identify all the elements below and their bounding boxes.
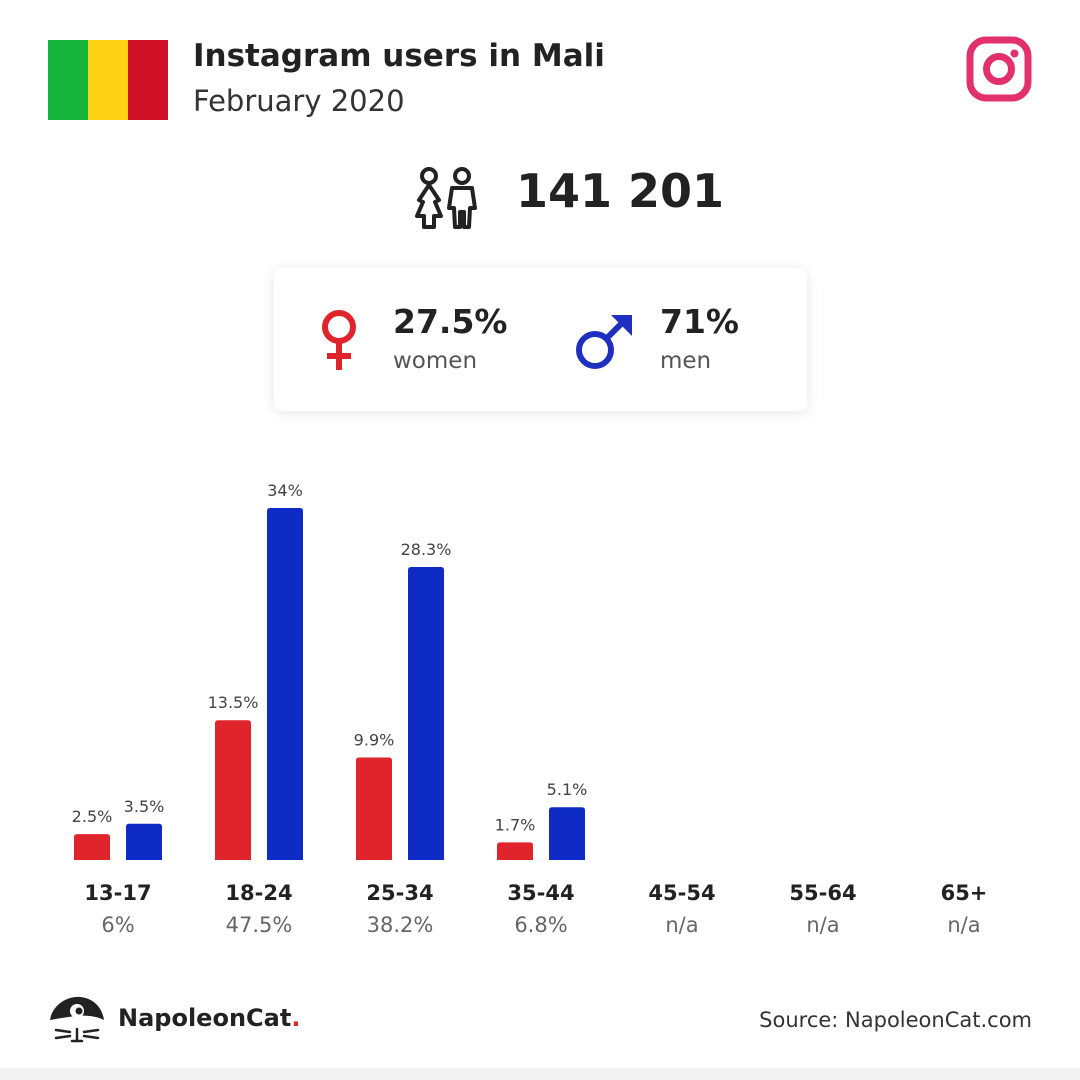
male-symbol-icon: [576, 314, 632, 369]
bar-women-25-34: [356, 757, 392, 860]
category-total-35-44: 6.8%: [514, 913, 567, 937]
data-label-men-13-17: 3.5%: [124, 797, 165, 816]
flag-stripe-green: [48, 40, 88, 120]
instagram-icon: [966, 36, 1032, 102]
category-total-55-64: n/a: [806, 913, 839, 937]
page-title: Instagram users in Mali: [193, 38, 605, 74]
category-total-18-24: 47.5%: [226, 913, 293, 937]
total-users: 141 201: [516, 164, 725, 218]
data-label-men-18-24: 34%: [267, 481, 303, 500]
source-text: Source: NapoleonCat.com: [759, 1008, 1032, 1032]
female-symbol-icon: [322, 310, 356, 370]
bar-men-13-17: [126, 823, 162, 860]
category-label-65+: 65+: [941, 881, 988, 905]
age-gender-bar-chart: 2.5% 3.5% 13-17 6% 13.5% 34% 18-24 47.5% 9.9% 28.…: [72, 481, 988, 937]
category-label-18-24: 18-24: [225, 881, 292, 905]
women-label: women: [393, 348, 478, 374]
data-label-women-35-44: 1.7%: [495, 815, 536, 834]
bar-men-25-34: [408, 567, 444, 860]
bar-women-18-24: [215, 720, 251, 860]
category-label-35-44: 35-44: [507, 881, 574, 905]
men-percentage: 71%: [660, 302, 739, 341]
brand-dot: .: [291, 1004, 301, 1032]
country-flag: [48, 40, 168, 120]
category-label-25-34: 25-34: [366, 881, 433, 905]
data-label-women-25-34: 9.9%: [354, 731, 395, 750]
data-label-men-35-44: 5.1%: [547, 780, 588, 799]
flag-stripe-red: [128, 40, 168, 120]
bar-men-35-44: [549, 807, 585, 860]
bar-women-13-17: [74, 834, 110, 860]
bar-men-18-24: [267, 508, 303, 860]
category-total-65+: n/a: [947, 913, 980, 937]
category-label-45-54: 45-54: [648, 881, 715, 905]
gender-card: [274, 268, 807, 411]
category-label-13-17: 13-17: [84, 881, 151, 905]
category-total-25-34: 38.2%: [367, 913, 434, 937]
data-label-men-25-34: 28.3%: [401, 540, 452, 559]
people-icon: [415, 167, 477, 229]
flag-stripe-yellow: [88, 40, 128, 120]
category-total-45-54: n/a: [665, 913, 698, 937]
men-label: men: [660, 348, 712, 374]
women-percentage: 27.5%: [393, 302, 508, 341]
brand-text: NapoleonCat: [118, 1004, 292, 1032]
category-label-55-64: 55-64: [789, 881, 856, 905]
page-subtitle: February 2020: [193, 84, 405, 118]
data-label-women-18-24: 13.5%: [208, 693, 259, 712]
data-label-women-13-17: 2.5%: [72, 807, 113, 826]
brand-name: NapoleonCat.: [118, 1004, 300, 1032]
bottom-strip: [0, 1068, 1080, 1080]
category-total-13-17: 6%: [101, 913, 134, 937]
bar-women-35-44: [497, 842, 533, 860]
napoleoncat-logo-icon: [50, 996, 104, 1043]
